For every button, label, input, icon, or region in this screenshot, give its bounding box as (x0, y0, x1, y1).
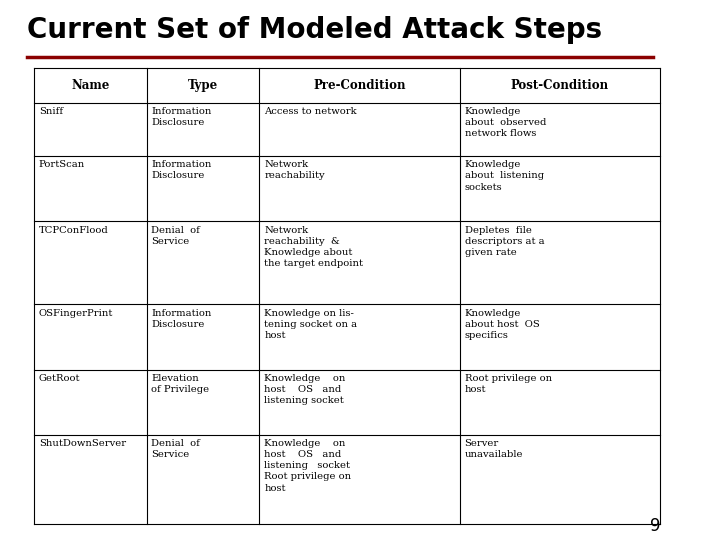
Text: GetRoot: GetRoot (39, 374, 81, 383)
Text: Knowledge on lis-
tening socket on a
host: Knowledge on lis- tening socket on a hos… (264, 309, 357, 340)
Text: Type: Type (188, 78, 218, 92)
Text: Current Set of Modeled Attack Steps: Current Set of Modeled Attack Steps (27, 16, 603, 44)
Text: Knowledge
about  listening
sockets: Knowledge about listening sockets (464, 160, 544, 192)
Text: PortScan: PortScan (39, 160, 85, 170)
Text: Information
Disclosure: Information Disclosure (151, 309, 212, 329)
Text: Elevation
of Privilege: Elevation of Privilege (151, 374, 210, 394)
Text: Network
reachability: Network reachability (264, 160, 325, 180)
Text: Knowledge    on
host    OS   and
listening   socket
Root privilege on
host: Knowledge on host OS and listening socke… (264, 439, 351, 492)
Text: Root privilege on
host: Root privilege on host (464, 374, 552, 394)
Text: Knowledge
about host  OS
specifics: Knowledge about host OS specifics (464, 309, 539, 340)
Text: Network
reachability  &
Knowledge about
the target endpoint: Network reachability & Knowledge about t… (264, 226, 363, 268)
Text: Post-Condition: Post-Condition (511, 78, 609, 92)
Text: Knowledge
about  observed
network flows: Knowledge about observed network flows (464, 107, 546, 138)
Text: OSFingerPrint: OSFingerPrint (39, 309, 113, 318)
Text: Depletes  file
descriptors at a
given rate: Depletes file descriptors at a given rat… (464, 226, 544, 256)
Text: Server
unavailable: Server unavailable (464, 439, 523, 459)
Text: 9: 9 (649, 517, 660, 535)
Text: Sniff: Sniff (39, 107, 63, 116)
Text: Denial  of
Service: Denial of Service (151, 439, 200, 459)
Text: Access to network: Access to network (264, 107, 357, 116)
Text: Name: Name (71, 78, 109, 92)
Text: Denial  of
Service: Denial of Service (151, 226, 200, 246)
Text: Information
Disclosure: Information Disclosure (151, 107, 212, 127)
Text: Information
Disclosure: Information Disclosure (151, 160, 212, 180)
Text: ShutDownServer: ShutDownServer (39, 439, 126, 448)
Text: TCPConFlood: TCPConFlood (39, 226, 109, 234)
Text: Knowledge    on
host    OS   and
listening socket: Knowledge on host OS and listening socke… (264, 374, 346, 405)
Text: Pre-Condition: Pre-Condition (313, 78, 406, 92)
